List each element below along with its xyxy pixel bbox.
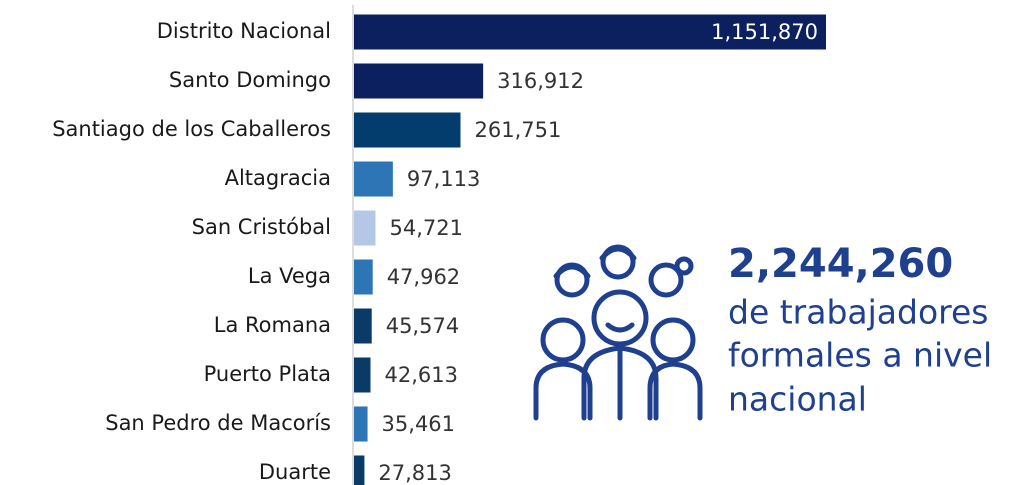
category-label: Altagracia	[225, 166, 331, 190]
bar	[354, 308, 372, 344]
value-label: 316,912	[497, 69, 584, 93]
bar	[354, 406, 368, 442]
bar	[354, 210, 376, 246]
annotation-text: de trabajadores	[728, 293, 989, 332]
category-label: San Cristóbal	[192, 215, 331, 239]
category-label: La Romana	[214, 313, 331, 337]
workers-icon	[533, 244, 703, 421]
value-label: 97,113	[407, 167, 480, 191]
category-label: Duarte	[259, 460, 331, 484]
bar	[354, 455, 365, 485]
annotation-text: nacional	[728, 380, 867, 419]
value-label: 54,721	[389, 216, 462, 240]
category-label: Santo Domingo	[169, 68, 331, 92]
bar	[354, 259, 373, 295]
value-label: 45,574	[386, 314, 459, 338]
category-label: San Pedro de Macorís	[105, 411, 331, 435]
bar	[354, 112, 461, 148]
value-label: 47,962	[387, 265, 460, 289]
bar	[354, 63, 484, 99]
annotation-text: formales a nivel	[728, 336, 992, 375]
bar	[354, 14, 826, 50]
category-label: Puerto Plata	[204, 362, 331, 386]
bar	[354, 161, 393, 197]
category-label: La Vega	[248, 264, 331, 288]
category-label: Santiago de los Caballeros	[52, 117, 331, 141]
value-label: 1,151,870	[711, 20, 818, 44]
value-label: 35,461	[382, 412, 455, 436]
value-label: 27,813	[378, 461, 451, 485]
value-label: 42,613	[384, 363, 457, 387]
bar	[354, 357, 371, 393]
annotation-total: 2,244,260	[728, 241, 953, 287]
category-label: Distrito Nacional	[157, 19, 331, 43]
value-label: 261,751	[474, 118, 561, 142]
